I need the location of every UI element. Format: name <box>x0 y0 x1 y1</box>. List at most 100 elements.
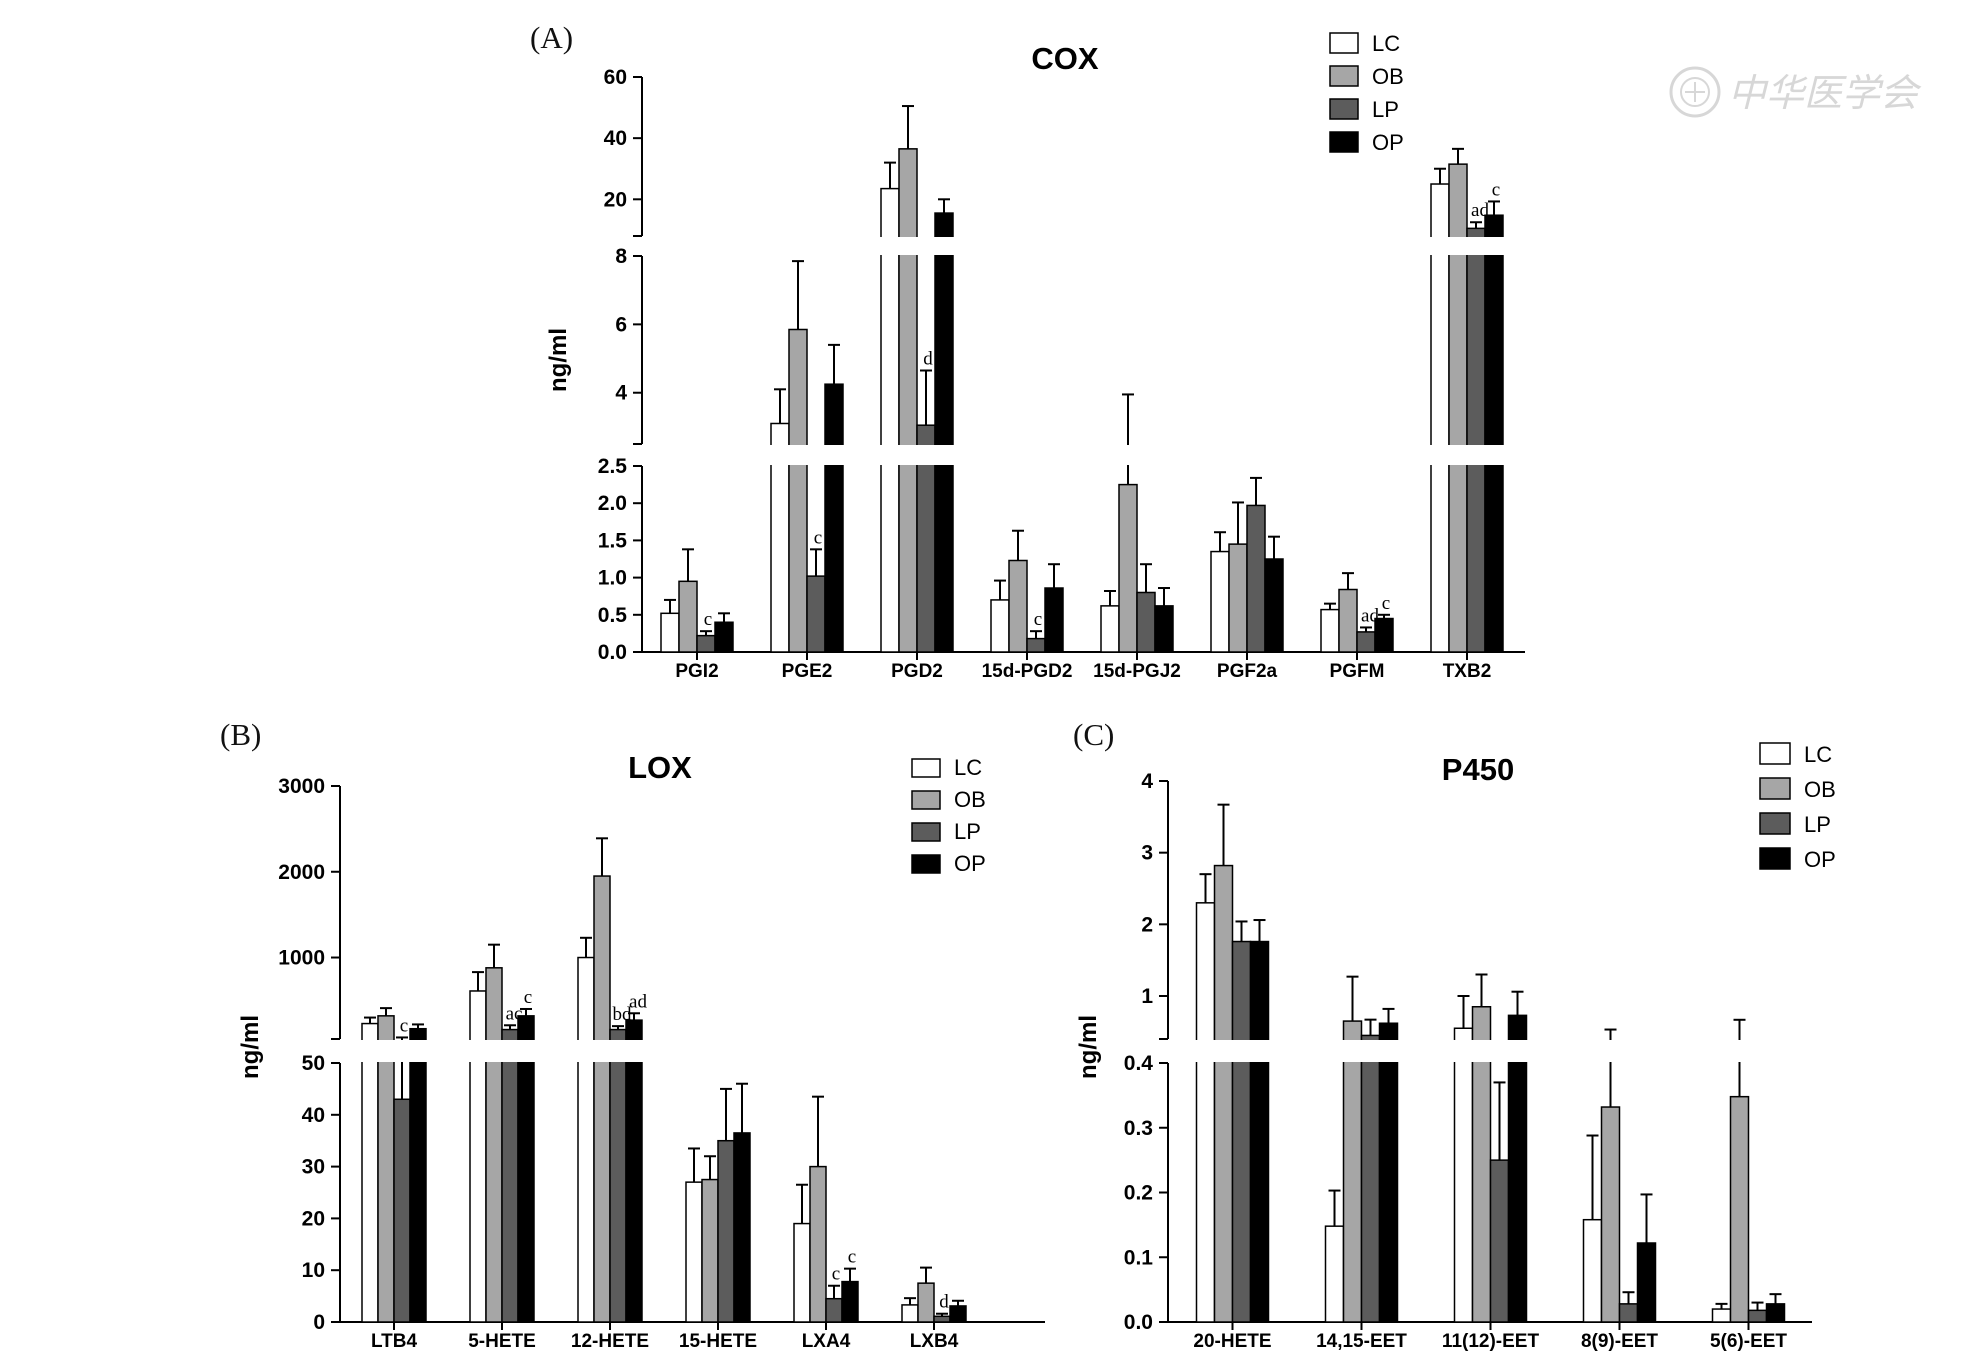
chart-title-cox: COX <box>1031 41 1099 76</box>
bar-14-15-eet-ob <box>1342 1020 1363 1323</box>
legend-label-lp: LP <box>1804 812 1831 837</box>
bar-11-12-eet-lc <box>1453 1027 1474 1323</box>
y-tick-label: 0.4 <box>1124 1052 1154 1075</box>
x-tick-label-pgfm: PGFM <box>1330 661 1385 682</box>
y-tick-label: 40 <box>302 1104 325 1127</box>
axis-break-gap <box>644 237 1527 255</box>
significance-label: c <box>814 527 822 548</box>
bar-20-hete-lp <box>1231 940 1252 1323</box>
bar-12-hete-ob <box>593 875 611 1323</box>
bar-5-6-eet-lp <box>1747 1309 1768 1323</box>
bar-pgfm-op <box>1374 617 1394 653</box>
significance-label: c <box>704 609 712 630</box>
x-tick-label-5-hete: 5-HETE <box>468 1331 536 1352</box>
legend-label-lc: LC <box>954 755 982 780</box>
axis-break-gap <box>342 1040 1047 1062</box>
legend-swatch-op <box>1329 131 1359 153</box>
bar-8-9-eet-lc <box>1582 1218 1603 1323</box>
y-tick-label: 0.3 <box>1124 1117 1153 1140</box>
legend-swatch-op <box>911 854 941 874</box>
panel-label-a: (A) <box>530 20 573 55</box>
bar-15-hete-lp <box>717 1139 735 1323</box>
bar-15d-pgd2-ob <box>1008 559 1028 653</box>
x-tick-label-8-9-eet: 8(9)-EET <box>1581 1331 1658 1352</box>
y-tick-label: 0.5 <box>598 604 628 627</box>
bar-15-hete-op <box>733 1132 751 1323</box>
x-tick-label-pgf2a: PGF2a <box>1217 661 1278 682</box>
bar-pge2-ob <box>788 328 808 653</box>
legend-swatch-lc <box>1759 742 1791 765</box>
bar-14-15-eet-op <box>1378 1022 1399 1323</box>
y-tick-label: 30 <box>302 1156 325 1179</box>
bar-lxb4-lp <box>933 1315 951 1323</box>
bar-20-hete-lc <box>1195 902 1216 1323</box>
y-tick-label: 1000 <box>278 947 325 970</box>
y-tick-label: 1.0 <box>598 567 627 590</box>
bar-ltb4-op <box>409 1027 427 1323</box>
y-tick-label: 0.0 <box>598 641 627 664</box>
watermark-text: 中华医学会 <box>1728 71 1922 115</box>
y-tick-label: 1 <box>1141 985 1153 1008</box>
y-tick-label: 2 <box>1141 913 1153 936</box>
bar-pge2-lp <box>806 575 826 653</box>
bar-pgfm-lc <box>1320 608 1340 653</box>
x-tick-label-lxa4: LXA4 <box>802 1331 851 1352</box>
bar-14-15-eet-lc <box>1324 1225 1345 1323</box>
significance-label: c <box>832 1264 840 1285</box>
bar-5-hete-lp <box>501 1028 519 1323</box>
y-tick-label: 3 <box>1141 842 1153 865</box>
legend-swatch-ob <box>1759 777 1791 800</box>
bar-5-6-eet-lc <box>1711 1308 1732 1323</box>
panel-p450: (C) P450 ng/ml 0.0 0.1 0.2 0.3 0.4 1 2 3 4 20-HET… <box>1073 717 1836 1352</box>
y-tick-label: 1.5 <box>598 529 628 552</box>
legend-swatch-lp <box>1759 812 1791 835</box>
bar-5-6-eet-op <box>1765 1303 1786 1323</box>
y-tick-label: 2.5 <box>598 455 628 478</box>
bar-lxb4-op <box>949 1305 967 1323</box>
bar-15d-pgd2-op <box>1044 587 1064 653</box>
bar-8-9-eet-ob <box>1600 1106 1621 1323</box>
legend-swatch-ob <box>1329 65 1359 87</box>
axis-break-gap <box>1170 1040 1814 1062</box>
bar-12-hete-lc <box>577 956 595 1323</box>
bar-12-hete-op <box>625 1019 643 1323</box>
x-tick-label-15d-pgd2: 15d-PGD2 <box>982 661 1073 682</box>
bar-8-9-eet-op <box>1636 1242 1657 1323</box>
bar-15d-pgj2-op <box>1154 605 1174 653</box>
significance-label: c <box>1382 593 1390 614</box>
legend-label-ob: OB <box>954 787 986 812</box>
legend-label-ob: OB <box>1804 777 1836 802</box>
x-tick-label-ltb4: LTB4 <box>371 1331 418 1352</box>
y-tick-label: 0 <box>313 1311 325 1334</box>
y-tick-label: 0.1 <box>1124 1246 1154 1269</box>
bar-15d-pgd2-lc <box>990 599 1010 653</box>
bar-pgi2-lc <box>660 612 680 653</box>
bar-pgd2-lc <box>880 187 900 653</box>
x-tick-label-15-hete: 15-HETE <box>679 1331 757 1352</box>
plot-area-cox: 0.0 0.5 1.0 1.5 2.0 2.5 4 6 8 20 40 60 PGI2 c PGE2 c PGD… <box>598 66 1527 682</box>
significance-label: d <box>923 349 933 370</box>
legend-swatch-lc <box>1329 32 1359 54</box>
y-axis-label-cox: ng/ml <box>545 328 572 392</box>
bar-lxa4-lc <box>793 1222 811 1323</box>
bar-15-hete-lc <box>685 1181 703 1323</box>
bar-lxb4-ob <box>917 1282 935 1323</box>
watermark: 中华医学会 <box>1669 66 1922 118</box>
legend-label-lp: LP <box>1372 97 1399 122</box>
bar-15d-pgd2-lp <box>1026 637 1046 653</box>
y-tick-label: 3000 <box>278 775 325 798</box>
axis-break-gap <box>644 445 1527 465</box>
legend-swatch-lp <box>1329 98 1359 120</box>
y-tick-label: 2.0 <box>598 492 627 515</box>
bar-lxa4-op <box>841 1280 859 1323</box>
legend-swatch-lc <box>911 758 941 778</box>
bar-lxb4-lc <box>901 1304 919 1323</box>
bar-ltb4-lp <box>393 1098 411 1323</box>
x-tick-label-12-hete: 12-HETE <box>571 1331 649 1352</box>
bar-5-hete-ob <box>485 967 503 1323</box>
bar-pgd2-op <box>934 212 954 653</box>
bar-8-9-eet-lp <box>1618 1303 1639 1323</box>
bar-lxa4-ob <box>809 1165 827 1323</box>
x-tick-label-pgi2: PGI2 <box>675 661 718 682</box>
y-axis-label-p450: ng/ml <box>1075 1015 1102 1079</box>
